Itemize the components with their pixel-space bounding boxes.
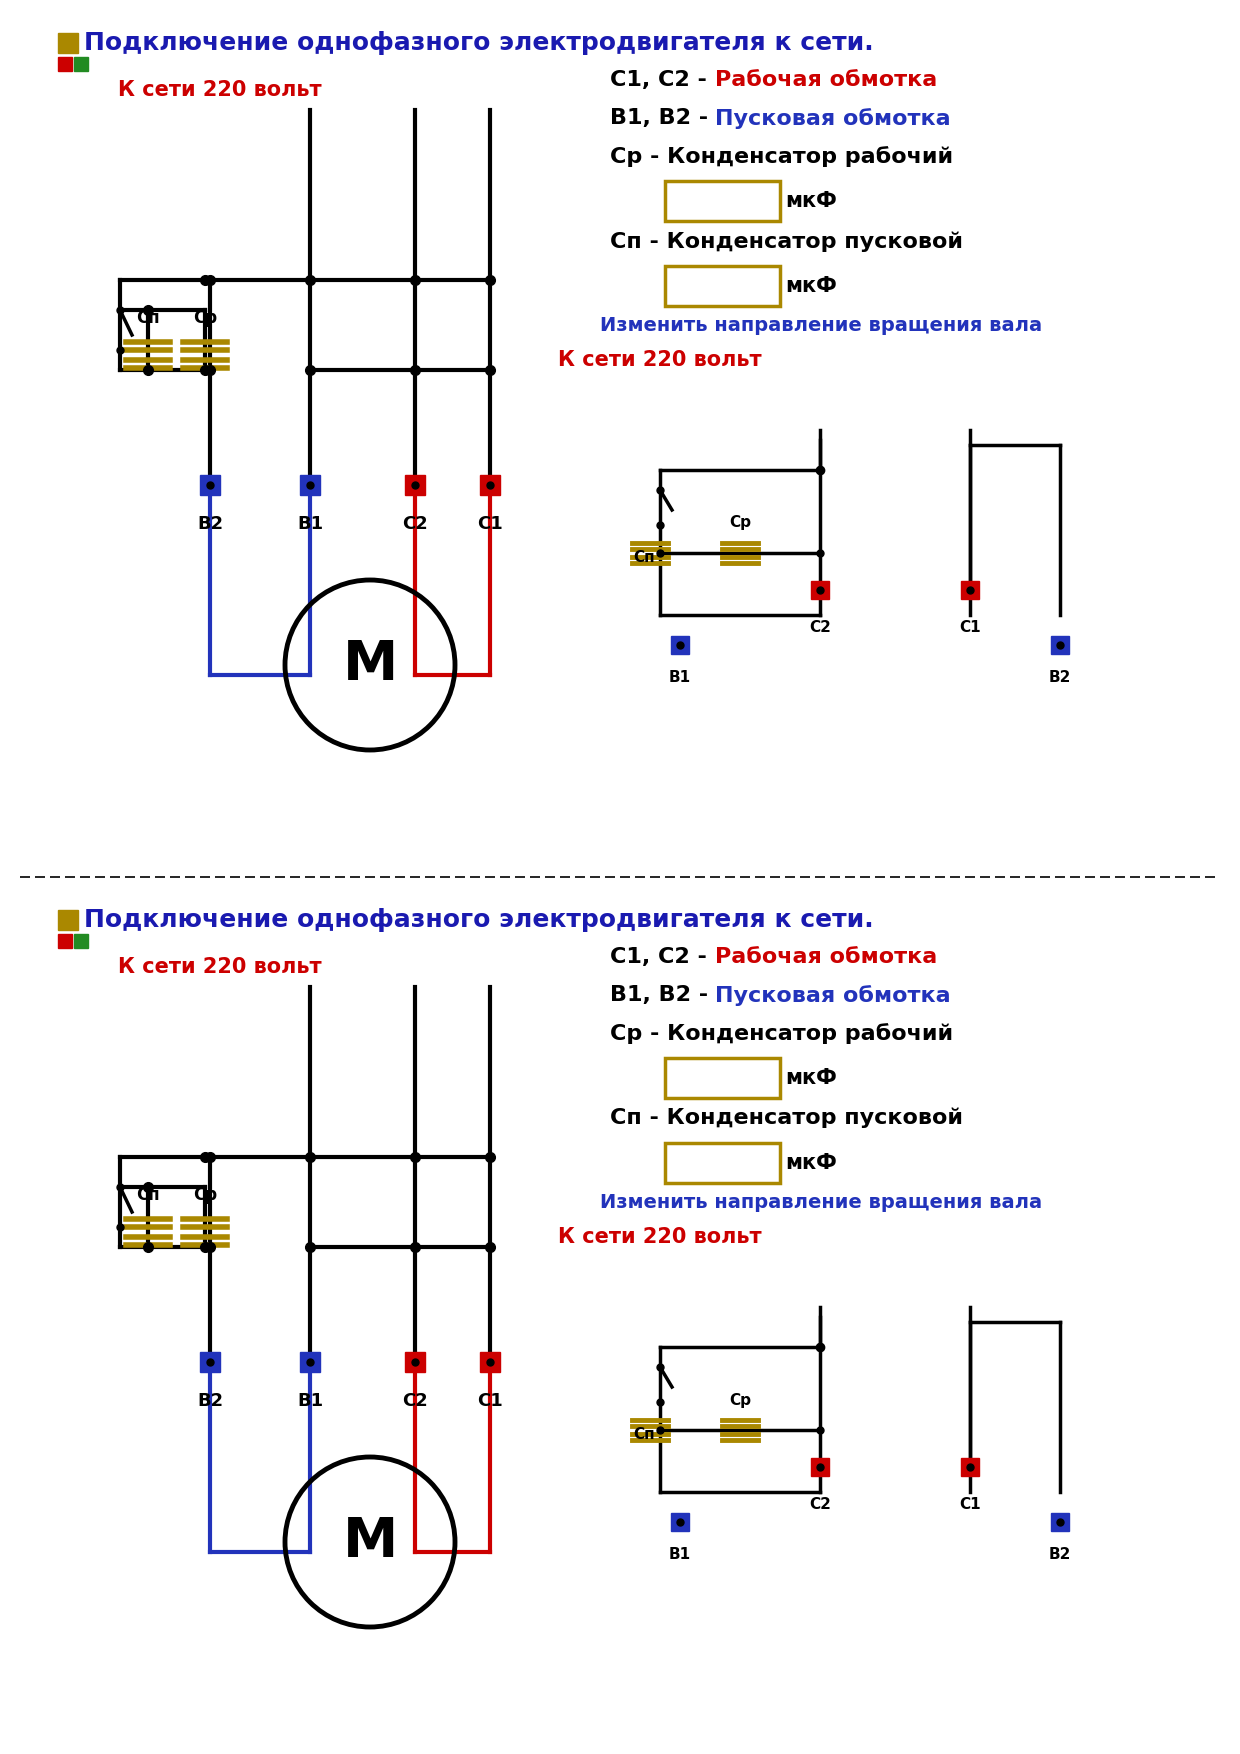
Bar — [671, 637, 689, 654]
Bar — [665, 1058, 780, 1098]
Bar — [480, 1352, 500, 1372]
Text: Пусковая обмотка: Пусковая обмотка — [715, 986, 951, 1007]
Text: Подключение однофазного электродвигателя к сети.: Подключение однофазного электродвигателя… — [84, 909, 874, 931]
Text: Ср - Конденсатор рабочий: Ср - Конденсатор рабочий — [610, 146, 954, 167]
Text: Рабочая обмотка: Рабочая обмотка — [715, 947, 937, 966]
Text: Сп: Сп — [634, 1428, 655, 1442]
Text: C1, C2 -: C1, C2 - — [610, 947, 714, 966]
Text: К сети 220 вольт: К сети 220 вольт — [558, 1228, 761, 1247]
Bar — [300, 1352, 320, 1372]
Bar — [811, 1458, 830, 1477]
Text: Ср: Ср — [729, 1393, 751, 1407]
Text: B1: B1 — [668, 1547, 691, 1563]
Bar — [405, 475, 425, 495]
Text: Ср: Ср — [193, 1186, 217, 1203]
Bar — [1052, 1514, 1069, 1531]
Text: C1: C1 — [960, 1496, 981, 1512]
Text: B1: B1 — [668, 670, 691, 686]
Text: B2: B2 — [1049, 670, 1071, 686]
Bar — [58, 910, 78, 930]
Bar — [58, 56, 72, 70]
Text: C1, C2 -: C1, C2 - — [610, 70, 714, 89]
Text: мкФ: мкФ — [785, 275, 837, 296]
Text: C2: C2 — [808, 1496, 831, 1512]
Text: Сп: Сп — [136, 1186, 160, 1203]
Text: Сп - Конденсатор пусковой: Сп - Конденсатор пусковой — [610, 232, 963, 251]
Text: Ср: Ср — [193, 309, 217, 326]
Bar — [58, 33, 78, 53]
Text: мкФ: мкФ — [785, 1152, 837, 1173]
Text: B1: B1 — [296, 516, 324, 533]
Text: Изменить направление вращения вала: Изменить направление вращения вала — [600, 1193, 1042, 1212]
Text: Сп - Конденсатор пусковой: Сп - Конденсатор пусковой — [610, 1109, 963, 1128]
Text: Пусковая обмотка: Пусковая обмотка — [715, 109, 951, 130]
Bar — [665, 181, 780, 221]
Bar — [74, 56, 88, 70]
Bar — [480, 475, 500, 495]
Bar — [74, 933, 88, 947]
Bar — [1052, 637, 1069, 654]
Text: мкФ: мкФ — [785, 1068, 837, 1087]
Text: C2: C2 — [402, 516, 428, 533]
Text: C1: C1 — [477, 1393, 503, 1410]
Text: мкФ: мкФ — [785, 191, 837, 210]
Text: Изменить направление вращения вала: Изменить направление вращения вала — [600, 316, 1042, 335]
Text: C2: C2 — [402, 1393, 428, 1410]
Text: C2: C2 — [808, 619, 831, 635]
Text: B2: B2 — [197, 516, 223, 533]
Text: Рабочая обмотка: Рабочая обмотка — [715, 70, 937, 89]
Bar — [961, 581, 980, 600]
Text: К сети 220 вольт: К сети 220 вольт — [118, 958, 322, 977]
Text: М: М — [342, 1515, 398, 1570]
Bar — [665, 267, 780, 305]
Text: B2: B2 — [197, 1393, 223, 1410]
Text: М: М — [342, 638, 398, 693]
Bar — [665, 1144, 780, 1182]
Text: C1: C1 — [960, 619, 981, 635]
Bar — [200, 1352, 219, 1372]
Bar — [811, 581, 830, 600]
Text: Сп: Сп — [634, 551, 655, 565]
Text: B1, B2 -: B1, B2 - — [610, 986, 715, 1005]
Text: B1, B2 -: B1, B2 - — [610, 109, 715, 128]
Text: C1: C1 — [477, 516, 503, 533]
Bar — [58, 933, 72, 947]
Bar — [300, 475, 320, 495]
Bar — [961, 1458, 980, 1477]
Text: Ср: Ср — [729, 516, 751, 530]
Text: Ср - Конденсатор рабочий: Ср - Конденсатор рабочий — [610, 1023, 954, 1044]
Text: К сети 220 вольт: К сети 220 вольт — [558, 351, 761, 370]
Text: Сп: Сп — [136, 309, 160, 326]
Bar — [200, 475, 219, 495]
Text: B2: B2 — [1049, 1547, 1071, 1563]
Bar — [671, 1514, 689, 1531]
Text: B1: B1 — [296, 1393, 324, 1410]
Bar — [405, 1352, 425, 1372]
Text: Подключение однофазного электродвигателя к сети.: Подключение однофазного электродвигателя… — [84, 32, 874, 54]
Text: К сети 220 вольт: К сети 220 вольт — [118, 81, 322, 100]
